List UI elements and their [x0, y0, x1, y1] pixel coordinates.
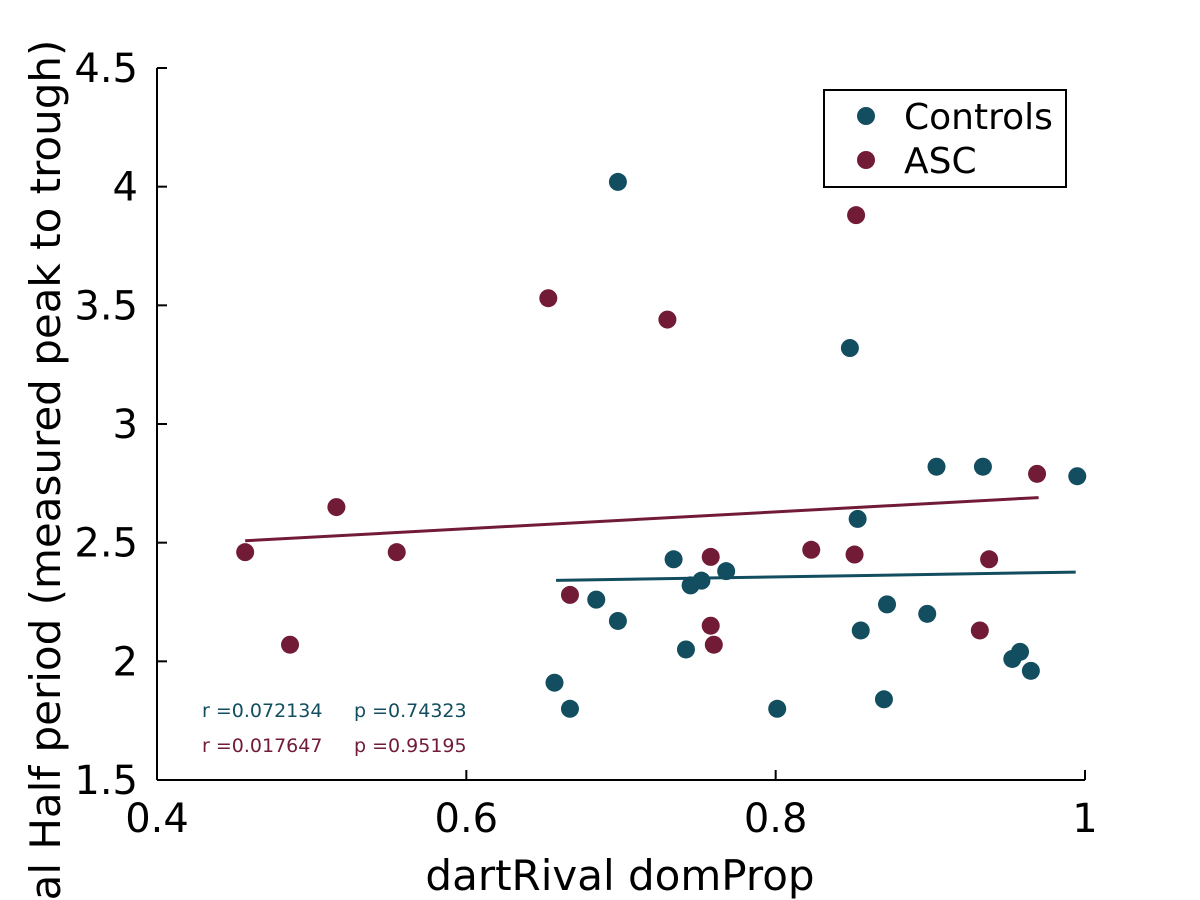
- point-controls: [840, 339, 859, 358]
- point-controls: [664, 550, 683, 569]
- y-axis-label: al Half period (measured peak to trough): [21, 40, 70, 900]
- point-asc: [970, 621, 989, 640]
- legend-marker-controls: [857, 107, 875, 125]
- point-asc: [560, 585, 579, 604]
- y-tick-label: 3.5: [74, 283, 138, 329]
- fit-lines: [245, 496, 1076, 582]
- controls-r-value: r =0.072134: [202, 700, 322, 722]
- x-tick-label: 0.6: [435, 796, 499, 842]
- x-tick-label: 0.8: [744, 796, 808, 842]
- point-controls: [560, 699, 579, 718]
- x-tick-label: 1: [1072, 796, 1097, 842]
- point-controls: [927, 457, 946, 476]
- point-asc: [802, 540, 821, 559]
- data-points: [236, 172, 1087, 718]
- point-asc: [658, 310, 677, 329]
- point-asc: [327, 498, 346, 517]
- point-controls: [1003, 649, 1022, 668]
- point-controls: [973, 457, 992, 476]
- y-tick-label: 2.5: [74, 521, 138, 567]
- asc-p-value: p =0.95195: [354, 735, 467, 757]
- point-controls: [1068, 467, 1087, 486]
- point-controls: [918, 604, 937, 623]
- y-tick-label: 2: [113, 639, 138, 685]
- point-controls: [878, 595, 897, 614]
- controls-p-value: p =0.74323: [354, 700, 467, 722]
- point-asc: [980, 550, 999, 569]
- point-controls: [1021, 661, 1040, 680]
- x-axis-label: dartRival domProp: [425, 851, 814, 900]
- point-controls: [676, 640, 695, 659]
- fit-line-asc: [245, 496, 1039, 543]
- asc-r-value: r =0.017647: [202, 735, 322, 757]
- legend-label-asc: ASC: [904, 141, 977, 182]
- point-asc: [701, 616, 720, 635]
- point-asc: [847, 206, 866, 225]
- y-tick-label: 3: [113, 402, 138, 448]
- statistics-annotations: r =0.072134 p =0.74323 r =0.017647 p =0.…: [202, 700, 467, 757]
- point-asc: [704, 635, 723, 654]
- legend: Controls ASC: [823, 89, 1067, 188]
- point-controls: [848, 509, 867, 528]
- point-controls: [681, 576, 700, 595]
- point-controls: [768, 699, 787, 718]
- point-asc: [236, 543, 255, 562]
- point-asc: [845, 545, 864, 564]
- point-asc: [387, 543, 406, 562]
- legend-marker-asc: [857, 151, 875, 169]
- point-controls: [608, 611, 627, 630]
- legend-label-controls: Controls: [904, 97, 1053, 138]
- y-tick-label: 4: [113, 165, 138, 211]
- point-controls: [608, 172, 627, 191]
- legend-box: [823, 89, 1067, 188]
- fit-line-controls: [556, 570, 1076, 582]
- point-controls: [587, 590, 606, 609]
- y-tick-label: 1.5: [74, 758, 138, 804]
- x-tick-label: 0.4: [125, 796, 189, 842]
- point-asc: [539, 289, 558, 308]
- point-asc: [701, 547, 720, 566]
- point-controls: [874, 690, 893, 709]
- point-controls: [851, 621, 870, 640]
- point-asc: [281, 635, 300, 654]
- point-controls: [717, 562, 736, 581]
- point-asc: [1028, 464, 1047, 483]
- axes: 0.4 0.6 0.8 1 1.5 2 2.5 3 3.5 4 4.5: [74, 46, 1097, 842]
- point-controls: [545, 673, 564, 692]
- y-tick-label: 4.5: [74, 46, 138, 92]
